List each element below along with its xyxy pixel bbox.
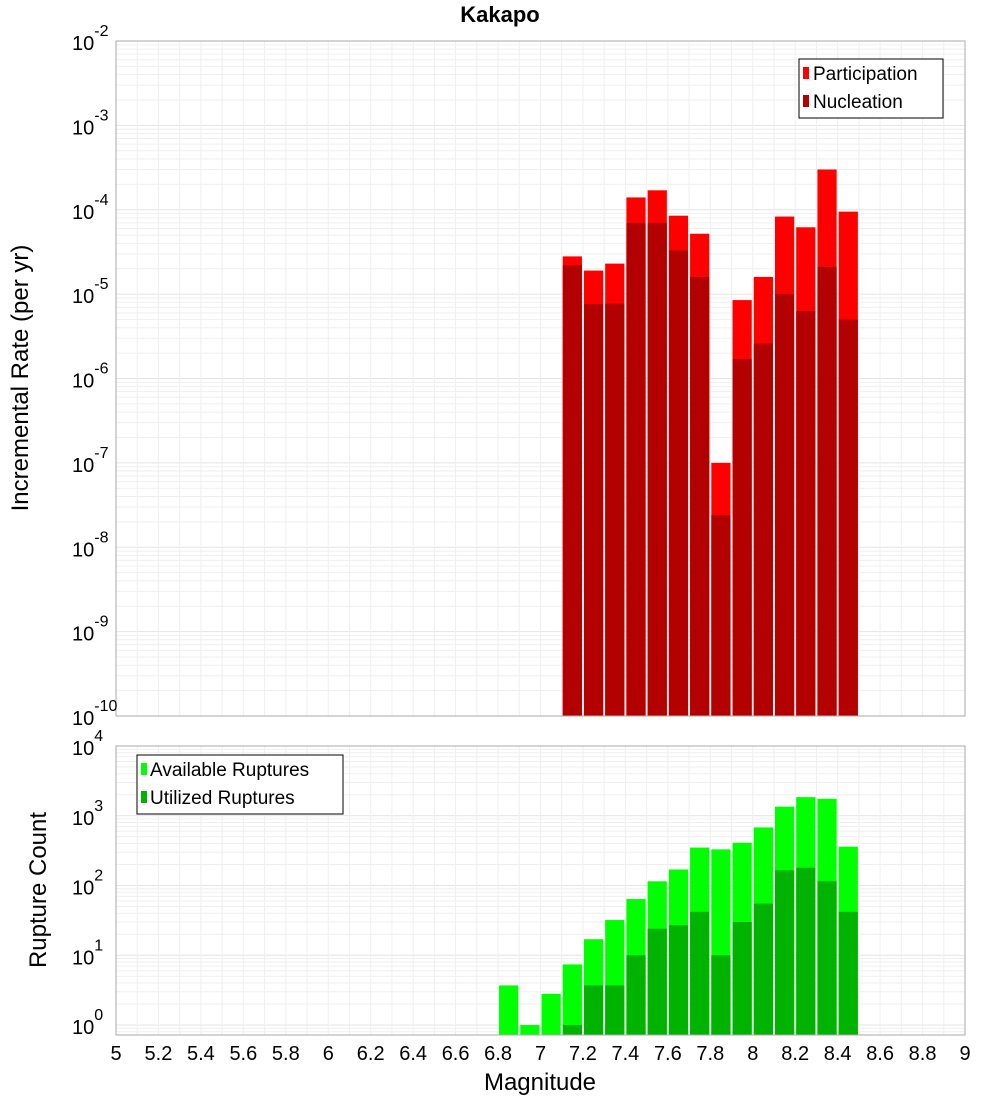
x-tick-label: 7.6	[654, 1043, 682, 1065]
count-legend-box	[136, 754, 344, 815]
nucleation-bar	[626, 222, 646, 716]
utilized-bar	[668, 925, 689, 1035]
utilized-bar	[626, 955, 646, 1035]
rate-y-axis-label: Incremental Rate (per yr)	[7, 245, 34, 512]
nucleation-bar	[711, 515, 731, 716]
y-tick-label: 10-4	[72, 192, 109, 224]
rate-legend: Participation Nucleation	[798, 58, 944, 119]
utilized-bar	[711, 955, 731, 1035]
rate-bars	[562, 169, 858, 717]
y-tick-label: 10-10	[72, 698, 117, 730]
nucleation-bar	[774, 294, 795, 716]
utilized-bar	[562, 1025, 582, 1035]
utilized-bar	[817, 881, 837, 1035]
x-tick-label: 6.4	[399, 1043, 427, 1065]
utilized-legend-swatch	[141, 791, 147, 803]
x-tick-label: 6.8	[484, 1043, 512, 1065]
y-tick-label: 10-8	[72, 529, 109, 561]
nucleation-legend-swatch	[803, 95, 809, 107]
rate-plot-border	[115, 40, 966, 717]
nucleation-legend-label: Nucleation	[813, 92, 903, 113]
count-plot-border	[115, 745, 966, 1036]
nucleation-bar	[753, 343, 773, 716]
utilized-bar	[838, 911, 858, 1035]
available-bar	[541, 993, 561, 1035]
chart-title: Kakapo	[460, 2, 539, 27]
rate-gridlines	[115, 41, 966, 717]
nucleation-bar	[668, 250, 689, 717]
x-tick-label: 9	[959, 1043, 970, 1065]
x-tick-label: 5.2	[145, 1043, 173, 1065]
utilized-bar	[796, 867, 816, 1035]
utilized-bar	[583, 985, 604, 1035]
available-legend-swatch	[141, 763, 147, 775]
nucleation-bar	[562, 265, 582, 716]
count-y-ticks: 104 103 102 101 100	[72, 728, 103, 1039]
nucleation-bar	[817, 266, 837, 716]
utilized-bar	[753, 903, 773, 1035]
y-tick-label: 101	[72, 937, 103, 969]
available-bar	[499, 985, 519, 1035]
nucleation-bar	[796, 311, 816, 716]
x-tick-label: 8.6	[866, 1043, 894, 1065]
available-bar	[562, 964, 582, 1035]
y-tick-label: 10-6	[72, 361, 109, 393]
rate-panel: 10-2 10-3 10-4 10-5 10-6 10-7 10-8 10-9 10-10 In…	[7, 23, 966, 730]
x-tick-label: 5.8	[272, 1043, 300, 1065]
x-tick-label: 8.2	[781, 1043, 809, 1065]
y-tick-label: 104	[72, 728, 103, 760]
x-tick-label: 8	[747, 1043, 758, 1065]
rate-y-ticks: 10-2 10-3 10-4 10-5 10-6 10-7 10-8 10-9 10-10	[72, 23, 117, 730]
utilized-legend-label: Utilized Ruptures	[150, 788, 295, 809]
participation-legend-swatch	[803, 67, 809, 79]
nucleation-bar	[647, 222, 667, 716]
x-tick-label: 8.4	[824, 1043, 852, 1065]
y-tick-label: 10-7	[72, 445, 109, 477]
y-tick-label: 10-2	[72, 23, 109, 55]
y-tick-label: 103	[72, 798, 103, 830]
nucleation-bar	[732, 359, 752, 716]
y-tick-label: 10-5	[72, 276, 109, 308]
x-tick-label: 7.8	[696, 1043, 724, 1065]
available-legend-label: Available Ruptures	[150, 760, 309, 781]
x-tick-label: 6	[323, 1043, 334, 1065]
x-tick-label: 5	[110, 1043, 121, 1065]
nucleation-bar	[583, 304, 604, 716]
y-tick-label: 10-3	[72, 107, 109, 139]
utilized-bar	[732, 922, 752, 1035]
y-tick-label: 100	[72, 1007, 103, 1039]
count-gridlines	[115, 746, 966, 1035]
x-tick-label: 6.6	[442, 1043, 470, 1065]
x-tick-label: 5.4	[187, 1043, 215, 1065]
x-tick-label: 8.8	[909, 1043, 937, 1065]
nucleation-bar	[690, 276, 710, 716]
participation-legend-label: Participation	[813, 64, 918, 85]
available-bar	[520, 1025, 540, 1035]
y-tick-label: 10-9	[72, 614, 109, 646]
utilized-bar	[647, 928, 667, 1035]
x-tick-label: 7	[535, 1043, 546, 1065]
y-tick-label: 102	[72, 868, 103, 900]
x-tick-label: 7.4	[611, 1043, 639, 1065]
count-y-axis-label: Rupture Count	[25, 812, 52, 968]
rate-legend-box	[798, 58, 944, 119]
utilized-bar	[605, 985, 625, 1035]
utilized-bar	[690, 911, 710, 1035]
x-axis-label: Magnitude	[484, 1069, 596, 1096]
x-tick-label: 7.2	[569, 1043, 597, 1065]
nucleation-bar	[605, 303, 625, 716]
x-tick-label: 6.2	[357, 1043, 385, 1065]
count-bars	[499, 797, 858, 1035]
magnitude-x-ticks: 5 5.2 5.4 5.6 5.8 6 6.2 6.4 6.6 6.8 7 7.2 7.4 7.6 7.8 8…	[110, 1043, 970, 1065]
count-legend: Available Ruptures Utilized Ruptures	[136, 754, 344, 815]
x-tick-label: 5.6	[229, 1043, 257, 1065]
count-panel: 104 103 102 101 100 5 5.2 5.4 5.6 5.8 6 6.2 6.4 6.6 6…	[25, 728, 971, 1096]
nucleation-bar	[838, 319, 858, 716]
utilized-bar	[774, 870, 795, 1035]
